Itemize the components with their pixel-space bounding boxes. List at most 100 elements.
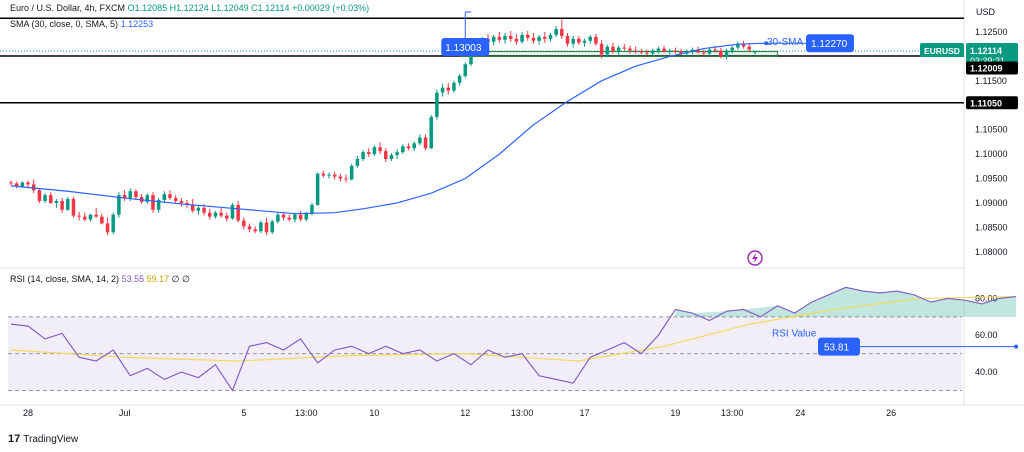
candle-body[interactable] bbox=[134, 191, 138, 198]
candle-body[interactable] bbox=[440, 87, 445, 93]
candle-body[interactable] bbox=[389, 155, 394, 159]
candle-body[interactable] bbox=[730, 47, 734, 51]
candle-body[interactable] bbox=[622, 47, 627, 49]
candle-body[interactable] bbox=[463, 64, 468, 76]
candle-body[interactable] bbox=[304, 213, 309, 220]
candle-body[interactable] bbox=[83, 216, 87, 220]
candle-body[interactable] bbox=[401, 146, 405, 153]
candle-body[interactable] bbox=[372, 147, 377, 155]
candle-body[interactable] bbox=[673, 50, 678, 52]
candle-body[interactable] bbox=[645, 52, 649, 54]
candle-body[interactable] bbox=[452, 82, 456, 91]
candle-body[interactable] bbox=[588, 36, 592, 41]
lightning-icon[interactable] bbox=[747, 250, 763, 266]
candle-body[interactable] bbox=[293, 214, 297, 220]
candle-body[interactable] bbox=[117, 195, 121, 215]
candle-body[interactable] bbox=[168, 194, 172, 199]
candle-body[interactable] bbox=[423, 137, 428, 149]
candle-body[interactable] bbox=[696, 49, 700, 53]
candle-body[interactable] bbox=[145, 195, 150, 202]
candle-body[interactable] bbox=[378, 147, 382, 152]
candle-body[interactable] bbox=[287, 217, 292, 220]
candle-body[interactable] bbox=[207, 212, 212, 217]
candle-body[interactable] bbox=[628, 48, 632, 51]
candle-body[interactable] bbox=[173, 198, 178, 201]
candle-body[interactable] bbox=[88, 214, 93, 220]
candle-body[interactable] bbox=[26, 182, 30, 185]
candle-body[interactable] bbox=[43, 195, 47, 201]
candle-body[interactable] bbox=[406, 146, 411, 149]
candle-body[interactable] bbox=[543, 36, 547, 39]
candle-body[interactable] bbox=[639, 51, 644, 53]
candle-body[interactable] bbox=[94, 214, 98, 217]
candle-body[interactable] bbox=[702, 52, 706, 54]
candle-body[interactable] bbox=[508, 35, 513, 39]
candle-body[interactable] bbox=[60, 200, 64, 210]
candle-body[interactable] bbox=[20, 182, 25, 187]
candle-body[interactable] bbox=[242, 220, 246, 227]
candle-body[interactable] bbox=[100, 216, 104, 224]
candle-body[interactable] bbox=[605, 46, 610, 55]
candle-body[interactable] bbox=[361, 152, 365, 159]
candle-body[interactable] bbox=[219, 212, 223, 216]
candle-body[interactable] bbox=[571, 38, 575, 44]
candle-body[interactable] bbox=[741, 43, 746, 47]
candle-body[interactable] bbox=[531, 37, 536, 41]
candle-body[interactable] bbox=[355, 158, 360, 166]
candle-body[interactable] bbox=[537, 36, 541, 41]
candle-body[interactable] bbox=[418, 137, 422, 144]
candle-body[interactable] bbox=[429, 116, 433, 149]
sma-line[interactable] bbox=[10, 42, 767, 215]
candle-body[interactable] bbox=[270, 221, 274, 233]
tradingview-logo[interactable]: 17 TradingView bbox=[8, 433, 78, 445]
candle-body[interactable] bbox=[736, 43, 740, 48]
candle-body[interactable] bbox=[259, 222, 263, 232]
candle-body[interactable] bbox=[656, 48, 661, 51]
candle-body[interactable] bbox=[14, 183, 19, 187]
candle-body[interactable] bbox=[594, 36, 598, 44]
candle-body[interactable] bbox=[202, 207, 206, 213]
candle-body[interactable] bbox=[349, 165, 354, 180]
candle-body[interactable] bbox=[31, 184, 36, 191]
candle-body[interactable] bbox=[514, 38, 519, 42]
candle-body[interactable] bbox=[395, 152, 399, 156]
candle-body[interactable] bbox=[525, 34, 530, 38]
candle-body[interactable] bbox=[128, 191, 133, 199]
candle-body[interactable] bbox=[247, 226, 252, 230]
candle-body[interactable] bbox=[577, 38, 581, 43]
candle-body[interactable] bbox=[633, 50, 638, 52]
candle-body[interactable] bbox=[616, 47, 621, 52]
candle-body[interactable] bbox=[253, 229, 257, 232]
candle-body[interactable] bbox=[156, 200, 161, 210]
candle-body[interactable] bbox=[151, 195, 155, 210]
candle-body[interactable] bbox=[457, 75, 462, 83]
candle-body[interactable] bbox=[276, 214, 280, 222]
candle-body[interactable] bbox=[9, 182, 13, 184]
candle-body[interactable] bbox=[503, 35, 507, 40]
rsi-ma-line[interactable] bbox=[10, 295, 1017, 362]
candle-body[interactable] bbox=[599, 43, 604, 55]
candle-body[interactable] bbox=[162, 194, 167, 201]
candle-body[interactable] bbox=[582, 40, 587, 43]
candle-body[interactable] bbox=[122, 195, 127, 199]
candle-body[interactable] bbox=[179, 200, 184, 203]
candle-body[interactable] bbox=[713, 49, 717, 51]
candle-body[interactable] bbox=[679, 51, 683, 54]
candle-body[interactable] bbox=[384, 151, 388, 159]
candle-body[interactable] bbox=[435, 92, 439, 117]
candle-body[interactable] bbox=[264, 222, 269, 233]
candle-body[interactable] bbox=[315, 173, 320, 205]
candle-body[interactable] bbox=[554, 29, 558, 35]
candle-body[interactable] bbox=[281, 214, 286, 218]
candle-body[interactable] bbox=[469, 53, 473, 65]
candle-body[interactable] bbox=[719, 50, 723, 57]
candle-body[interactable] bbox=[213, 212, 218, 217]
candle-body[interactable] bbox=[560, 29, 564, 36]
candle-body[interactable] bbox=[105, 223, 110, 233]
candle-body[interactable] bbox=[412, 143, 416, 149]
candle-body[interactable] bbox=[724, 50, 729, 57]
candle-body[interactable] bbox=[565, 35, 570, 44]
rsi-line[interactable] bbox=[10, 286, 1017, 392]
candle-body[interactable] bbox=[650, 50, 655, 54]
candle-body[interactable] bbox=[366, 152, 371, 155]
